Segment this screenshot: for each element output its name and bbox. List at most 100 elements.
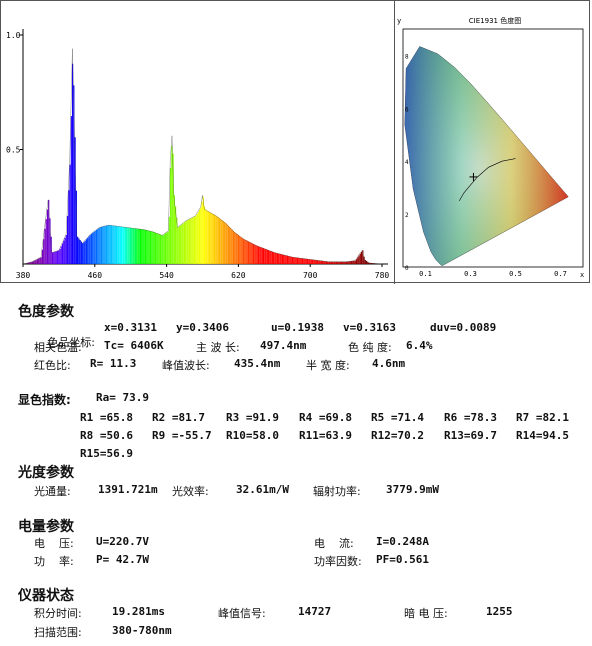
spectrum-bar — [338, 261, 340, 264]
y-tick-label: 0.5 — [6, 146, 21, 155]
spectrum-line — [22, 48, 383, 265]
spectrum-bar — [372, 263, 374, 264]
spectrum-bar — [69, 164, 71, 264]
spectrum-bar — [173, 195, 175, 264]
spectrum-bar — [152, 231, 154, 264]
integration-time-label: 积分时间: — [34, 607, 82, 620]
spectrum-bar — [367, 261, 369, 264]
red-ratio-value: R= 11.3 — [90, 357, 137, 370]
spectrum-bar — [142, 229, 144, 264]
cct-value: Tc= 6406K — [104, 339, 164, 352]
cie-y-tick-label: 2 — [405, 212, 409, 219]
spectrum-bar — [49, 218, 51, 264]
power-factor-label: 功率因数: — [314, 555, 362, 568]
spectrum-bar — [43, 239, 45, 264]
spectrum-bar — [227, 225, 229, 264]
spectrum-bar — [348, 261, 350, 264]
purity-label: 色 纯 度: — [348, 341, 392, 354]
cie-xlabel: x — [580, 271, 584, 279]
spectrum-bar — [340, 261, 343, 264]
spectrum-bar — [45, 219, 47, 264]
spectrum-bar — [361, 251, 363, 264]
spectrum-bar — [211, 213, 213, 264]
spectrum-bar — [342, 261, 344, 264]
spectrum-bar — [36, 259, 38, 264]
spectrum-bar — [222, 221, 224, 264]
spectrum-bar — [291, 257, 294, 264]
spectrum-bar — [115, 226, 118, 264]
duv-value: duv=0.0089 — [430, 321, 497, 334]
power-label: 功 率: — [34, 555, 74, 568]
spectrum-bar — [225, 223, 227, 264]
current-value: I=0.248A — [376, 535, 429, 548]
cie-y-tick-label: 8 — [405, 53, 409, 60]
x-tick-label: 460 — [88, 271, 103, 280]
spectrum-bar — [70, 116, 72, 264]
spectrum-bar — [183, 222, 185, 264]
spectrum-bar — [80, 241, 82, 264]
spectrum-bar — [330, 261, 333, 264]
spectrum-bar — [239, 235, 241, 264]
spectrum-bar — [30, 262, 32, 264]
spectrum-bar — [181, 224, 183, 264]
r-value: R2 =81.7 — [152, 411, 205, 424]
spectrum-bar — [315, 260, 317, 264]
spectrum-bar — [221, 220, 223, 264]
spectrum-bar — [198, 209, 201, 264]
spectrum-bar — [359, 253, 361, 264]
spectrum-bar — [334, 261, 336, 264]
r-value: R3 =91.9 — [226, 411, 279, 424]
y-tick-label: 1.0 — [6, 31, 21, 40]
spectrum-bar — [212, 214, 214, 264]
spectrum-bar — [259, 246, 261, 264]
spectrum-bar — [260, 247, 262, 264]
spectrum-bar — [159, 234, 162, 264]
spectrum-bar — [28, 262, 30, 264]
spectrum-bar — [234, 232, 236, 264]
spectrum-bar — [54, 251, 56, 264]
spectrum-bar — [104, 225, 106, 264]
spectrum-bar — [123, 227, 125, 264]
spectrum-bar — [275, 252, 277, 264]
spectrum-bar — [226, 224, 228, 264]
spectrum-bar — [191, 217, 193, 264]
spectrum-bar — [154, 232, 157, 264]
r-value: R10=58.0 — [226, 429, 279, 442]
spectrum-bar — [244, 239, 246, 264]
spectrum-bar — [343, 261, 345, 264]
spectrum-bar — [325, 261, 327, 264]
spectrum-bar — [368, 262, 370, 264]
spectrum-bar — [44, 228, 46, 264]
spectrum-bar — [83, 242, 85, 264]
efficacy-value: 32.61m/W — [236, 483, 289, 496]
spectrum-bar — [178, 226, 180, 264]
cie-frame — [402, 28, 584, 268]
spectrum-bar — [151, 231, 153, 264]
spectrum-bar — [273, 252, 275, 264]
spectrum-bar — [167, 231, 169, 264]
spectrum-bar — [138, 228, 140, 264]
spectrum-bar — [109, 225, 111, 264]
spectrum-bar — [98, 228, 100, 264]
spectrum-bar — [327, 261, 329, 264]
spectrum-bar — [242, 238, 245, 264]
spectrum-bar — [121, 226, 123, 264]
spectrum-bar — [93, 231, 95, 264]
spectrum-bar — [285, 255, 287, 264]
power-factor-value: PF=0.561 — [376, 553, 429, 566]
spectrum-bar — [266, 249, 268, 264]
x-tick-label: 700 — [303, 271, 318, 280]
spectrum-bar — [280, 254, 282, 264]
spectrum-bar — [349, 261, 351, 264]
spectrum-bar — [87, 237, 89, 264]
spectrum-bar — [143, 229, 145, 264]
spectrum-bar — [300, 258, 302, 264]
cct-label: 相关色温: — [34, 341, 82, 354]
cie-x-tick-label: 0.7 — [554, 270, 567, 278]
spectrum-bar — [251, 243, 253, 264]
spectrum-bar — [305, 258, 307, 264]
spectrum-bar — [335, 261, 338, 264]
power-value: P= 42.7W — [96, 553, 149, 566]
spectrum-bar — [324, 261, 326, 264]
x-value: x=0.3131 — [104, 321, 157, 334]
